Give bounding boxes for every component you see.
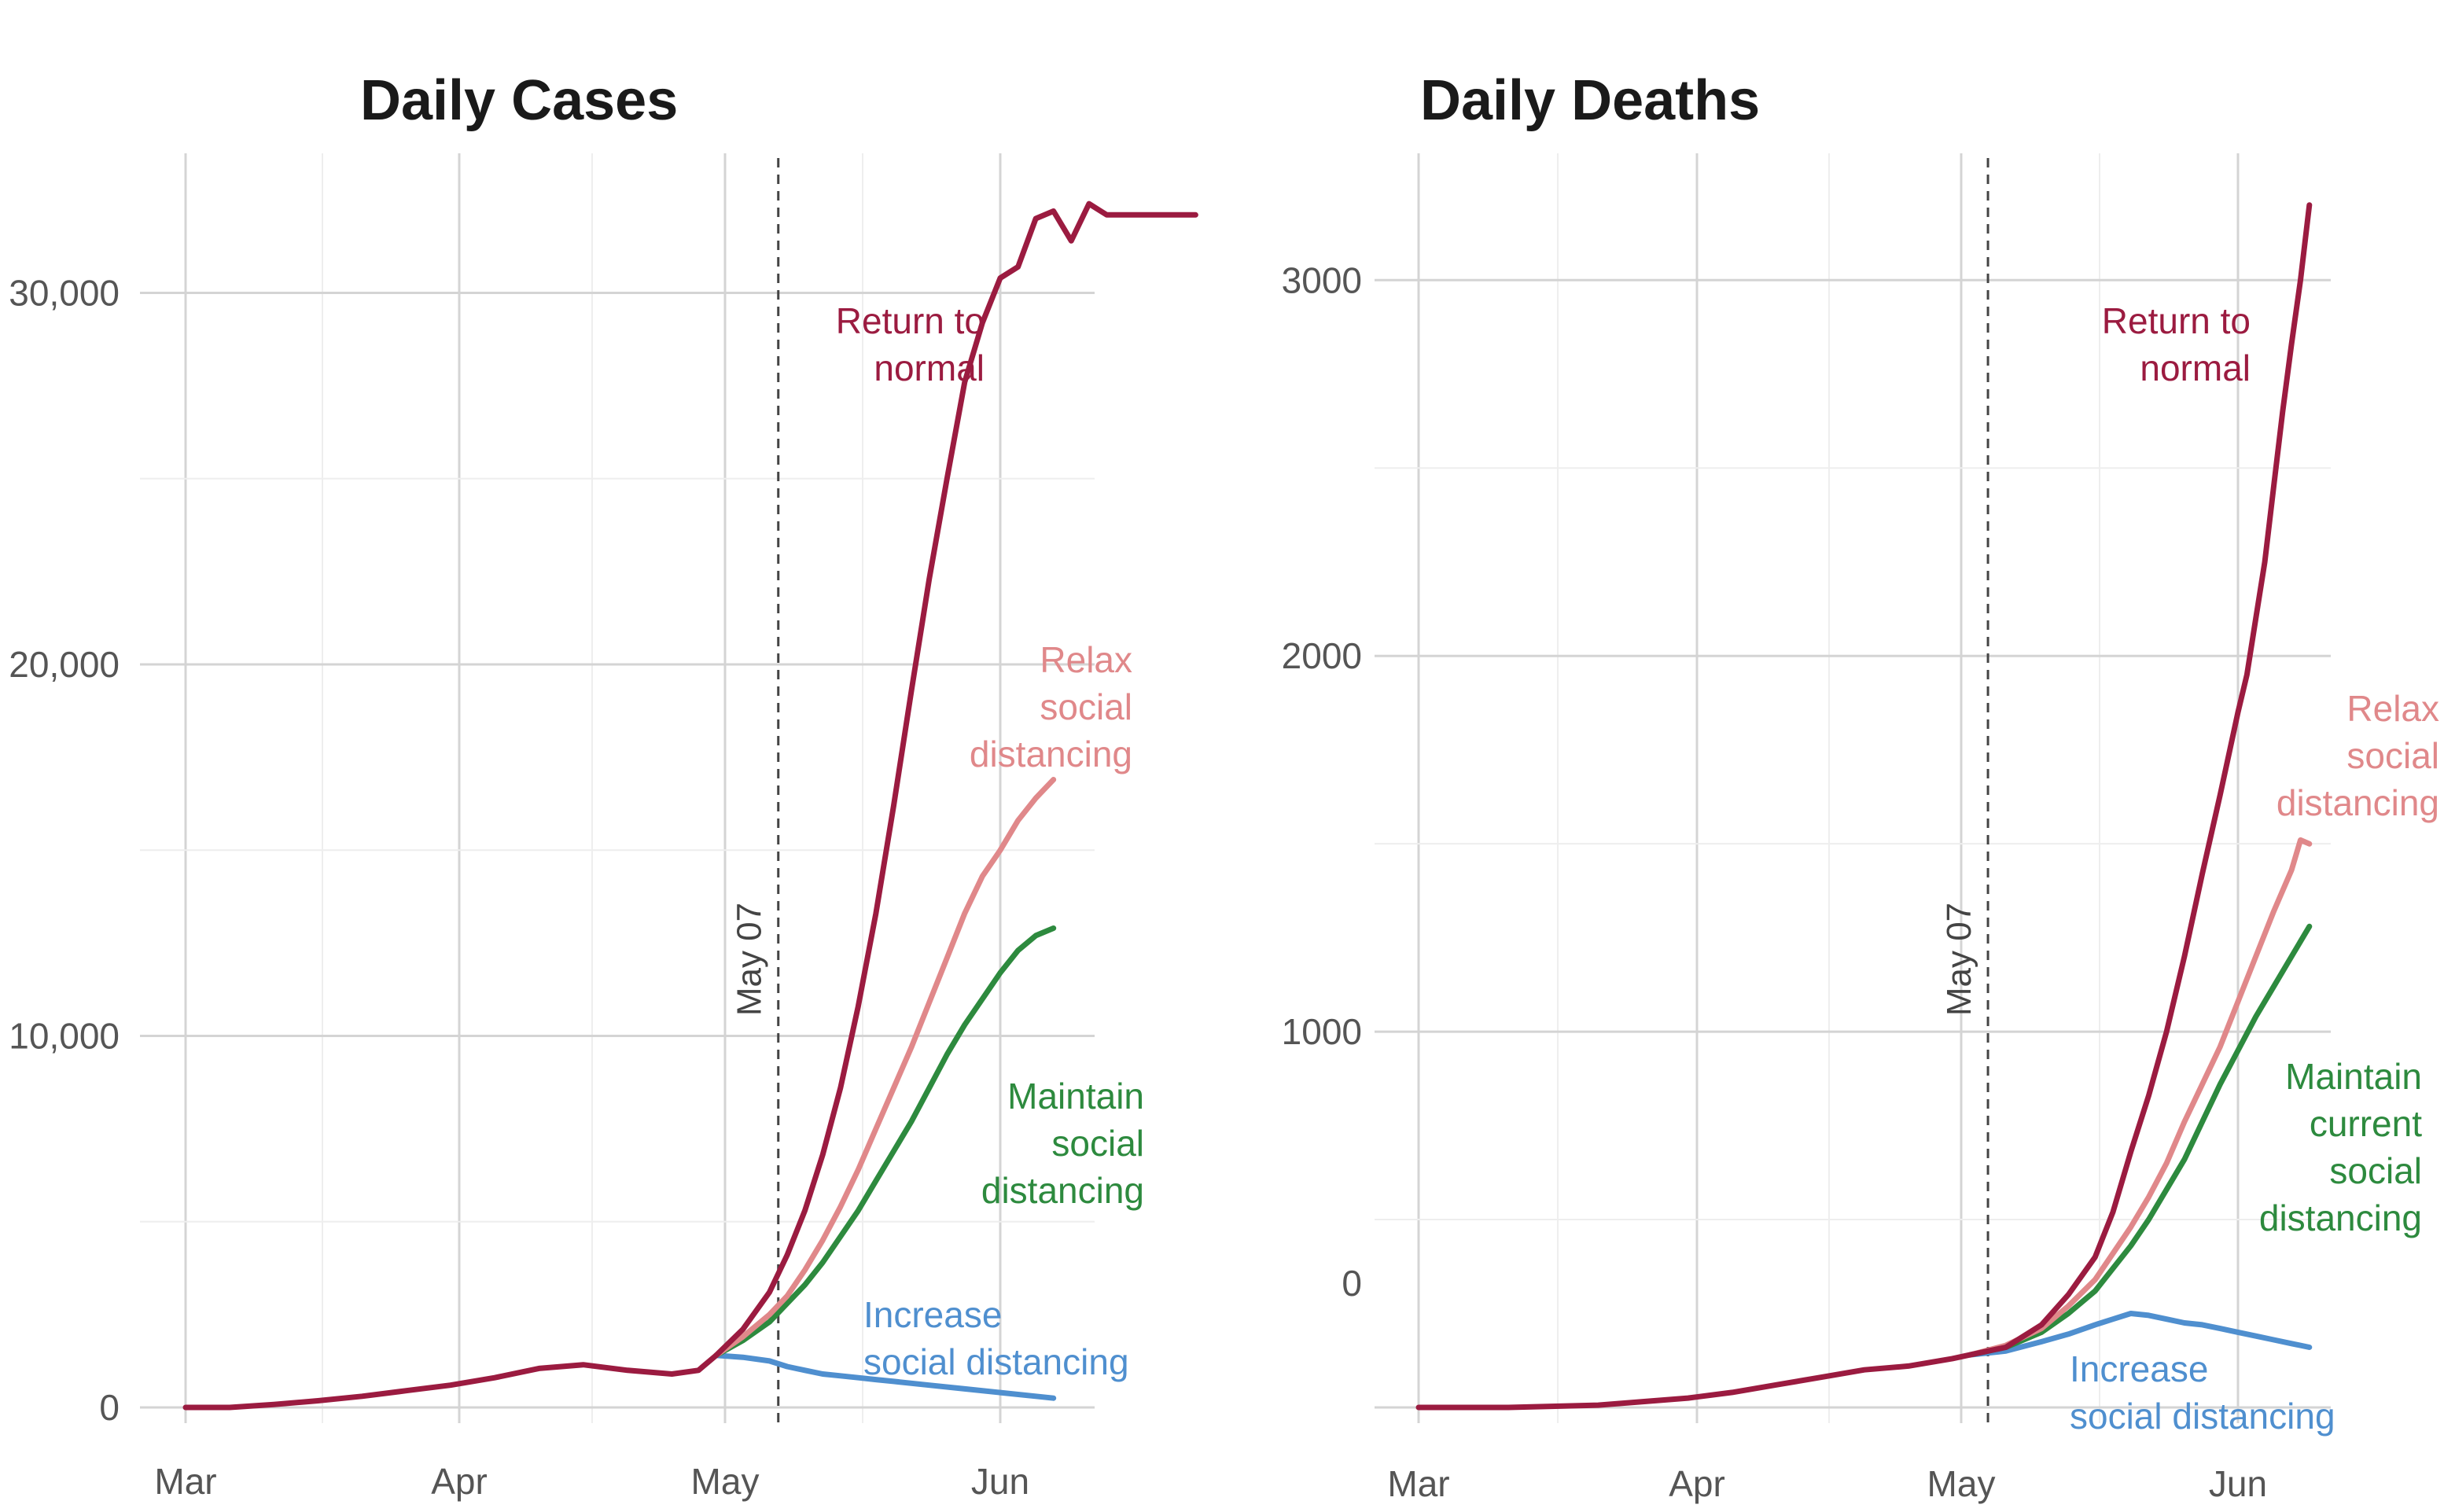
series-label: Maintain current social distancing <box>2259 1056 2422 1238</box>
series-label-line: Relax <box>1040 639 1132 680</box>
series-label: Relax social distancing <box>2277 688 2439 823</box>
series-label-line: Maintain <box>1007 1076 1144 1117</box>
x-tick-labels: Mar Apr May Jun <box>154 1461 1029 1502</box>
series-label-line: social <box>2346 735 2439 776</box>
series-line <box>1967 837 2313 1358</box>
x-tick-label: Mar <box>1387 1463 1449 1504</box>
series-lines <box>182 200 1198 1411</box>
series-label: Increase social distancing <box>2070 1348 2335 1437</box>
series-line <box>1967 923 2313 1358</box>
series-label: Return to normal <box>836 300 985 388</box>
series-label-line: social distancing <box>863 1341 1129 1382</box>
y-tick-label: 20,000 <box>9 644 120 685</box>
series-lines <box>1415 202 2313 1411</box>
chart-title: Daily Deaths <box>1420 69 1760 132</box>
y-tick-label: 3000 <box>1282 259 1362 300</box>
series-label-line: distancing <box>970 734 1132 774</box>
gridlines <box>1375 153 2331 1423</box>
y-tick-labels: 0 1000 2000 3000 <box>1282 259 1362 1304</box>
series-line <box>182 200 1198 1411</box>
series-label-line: Return to <box>836 300 985 341</box>
series-label-line: distancing <box>2277 782 2439 823</box>
x-tick-label: May <box>1927 1463 1996 1504</box>
series-label-line: Increase <box>2070 1348 2208 1389</box>
series-label: Maintain social distancing <box>981 1076 1144 1211</box>
gridlines <box>140 153 1095 1423</box>
daily-cases-panel: Daily Cases Mar Apr May Jun 0 10,000 20,000 30… <box>9 69 1198 1502</box>
series-label-line: Increase <box>863 1294 1002 1335</box>
marker-label: May 07 <box>731 903 769 1016</box>
series-label-line: distancing <box>2259 1197 2422 1238</box>
series-label-line: social distancing <box>2070 1396 2335 1437</box>
y-tick-label: 10,000 <box>9 1016 120 1057</box>
series-label-line: current <box>2310 1103 2422 1144</box>
y-tick-label: 0 <box>1342 1263 1362 1304</box>
y-tick-labels: 0 10,000 20,000 30,000 <box>9 273 120 1429</box>
series-label-line: distancing <box>981 1170 1144 1211</box>
y-tick-label: 1000 <box>1282 1011 1362 1052</box>
y-tick-label: 2000 <box>1282 635 1362 676</box>
series-line <box>713 777 1057 1359</box>
series-label-line: social <box>2329 1150 2422 1191</box>
y-tick-label: 30,000 <box>9 273 120 314</box>
x-tick-label: Apr <box>1669 1463 1725 1504</box>
x-tick-label: May <box>691 1461 760 1502</box>
series-line <box>713 925 1057 1359</box>
series-label-line: normal <box>2140 348 2251 388</box>
series-label: Increase social distancing <box>863 1294 1129 1382</box>
daily-deaths-panel: Daily Deaths Mar Apr May Jun 0100020003000 … <box>1282 69 2439 1504</box>
x-tick-label: Jun <box>2209 1463 2267 1504</box>
series-label-line: Relax <box>2346 688 2439 729</box>
series-label: Relax social distancing <box>970 639 1132 774</box>
series-label: Return to normal <box>2102 300 2251 388</box>
series-label-line: Return to <box>2102 300 2251 341</box>
chart-title: Daily Cases <box>360 69 678 132</box>
x-tick-label: Jun <box>971 1461 1029 1502</box>
x-tick-labels: Mar Apr May Jun <box>1387 1463 2267 1504</box>
series-line <box>1967 1311 2313 1358</box>
y-tick-label: 0 <box>99 1387 120 1428</box>
series-line <box>1415 202 2313 1411</box>
series-label-line: social <box>1051 1123 1144 1164</box>
series-label-line: normal <box>874 348 985 388</box>
x-tick-label: Apr <box>431 1461 488 1502</box>
date-marker: May 07 <box>731 158 780 1423</box>
series-label-line: social <box>1040 686 1132 727</box>
x-tick-label: Mar <box>154 1461 216 1502</box>
marker-label: May 07 <box>1940 903 1978 1016</box>
series-line <box>713 1352 1057 1401</box>
date-marker: May 07 <box>1940 158 1989 1423</box>
series-label-line: Maintain <box>2285 1056 2422 1097</box>
